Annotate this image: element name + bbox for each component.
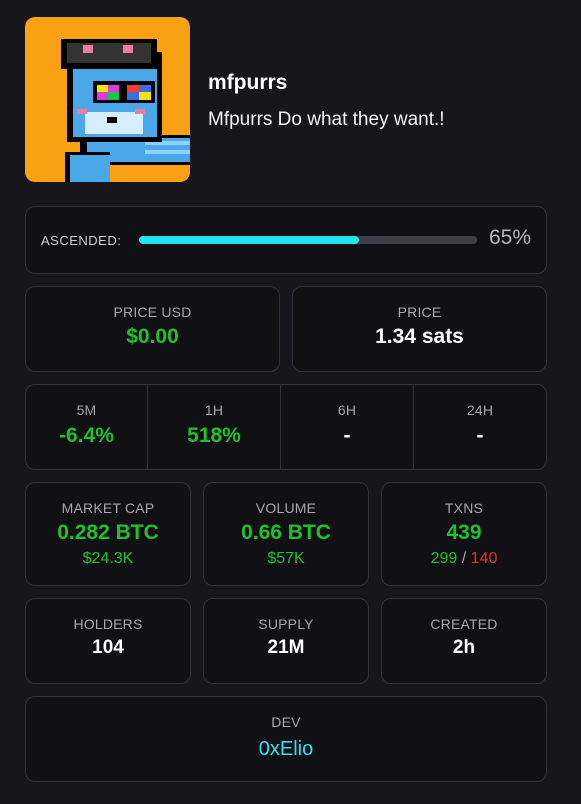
- volume-label: VOLUME: [255, 500, 317, 516]
- txns-card: TXNS 439 299 / 140: [381, 482, 547, 586]
- created-card: CREATED 2h: [381, 598, 547, 684]
- txns-buys: 299: [430, 550, 458, 567]
- change-5m-label: 5M: [76, 402, 97, 418]
- volume-usd: $57K: [267, 550, 305, 567]
- volume-value: 0.66 BTC: [241, 521, 331, 544]
- holders-label: HOLDERS: [73, 616, 143, 632]
- token-description: Mfpurrs Do what they want.!: [208, 109, 445, 130]
- ascended-label: ASCENDED:: [41, 233, 122, 248]
- txns-breakdown: 299 / 140: [382, 550, 546, 568]
- supply-label: SUPPLY: [258, 616, 314, 632]
- token-name: mfpurrs: [208, 71, 288, 94]
- change-5m: 5M -6.4%: [26, 385, 147, 469]
- change-24h-value: -: [476, 424, 484, 447]
- divider: [280, 385, 281, 469]
- created-label: CREATED: [430, 616, 498, 632]
- token-header: mfpurrs Mfpurrs Do what they want.!: [25, 17, 555, 182]
- token-avatar[interactable]: [25, 17, 190, 182]
- ascended-card: ASCENDED: 65%: [25, 206, 547, 274]
- created-value: 2h: [452, 637, 476, 658]
- change-5m-value: -6.4%: [59, 424, 114, 447]
- holders-value: 104: [92, 637, 124, 658]
- change-1h-label: 1H: [204, 402, 224, 418]
- txns-separator: /: [461, 550, 467, 567]
- dev-label: DEV: [271, 714, 301, 730]
- divider: [413, 385, 414, 469]
- market-cap-label: MARKET CAP: [61, 500, 155, 516]
- change-24h: 24H -: [414, 385, 546, 469]
- holders-card: HOLDERS 104: [25, 598, 191, 684]
- price-label: PRICE: [397, 304, 442, 320]
- market-cap-value: 0.282 BTC: [57, 521, 159, 544]
- market-cap-card: MARKET CAP 0.282 BTC $24.3K: [25, 482, 191, 586]
- supply-value: 21M: [267, 637, 305, 658]
- price-value: 1.34 sats: [375, 325, 464, 348]
- dev-card: DEV 0xElio: [25, 696, 547, 782]
- price-usd-label: PRICE USD: [113, 304, 192, 320]
- change-1h: 1H 518%: [148, 385, 280, 469]
- price-usd-card: PRICE USD $0.00: [25, 286, 280, 372]
- dev-address-link[interactable]: 0xElio: [258, 738, 314, 760]
- ascended-progress-bar: [139, 236, 477, 244]
- pixel-cat-image: [61, 39, 190, 182]
- change-6h-label: 6H: [337, 402, 357, 418]
- supply-card: SUPPLY 21M: [203, 598, 369, 684]
- change-1h-value: 518%: [187, 424, 241, 447]
- volume-card: VOLUME 0.66 BTC $57K: [203, 482, 369, 586]
- txns-label: TXNS: [444, 500, 484, 516]
- change-6h-value: -: [343, 424, 351, 447]
- market-cap-usd: $24.3K: [82, 550, 134, 567]
- divider: [147, 385, 148, 469]
- ascended-percent: 65%: [488, 226, 531, 249]
- txns-sells: 140: [470, 550, 498, 567]
- change-6h: 6H -: [281, 385, 413, 469]
- price-change-card: 5M -6.4% 1H 518% 6H - 24H -: [25, 384, 547, 470]
- change-24h-label: 24H: [466, 402, 494, 418]
- price-usd-value: $0.00: [126, 325, 179, 348]
- ascended-progress-fill: [139, 236, 359, 244]
- txns-value: 439: [446, 521, 482, 544]
- price-card: PRICE 1.34 sats: [292, 286, 547, 372]
